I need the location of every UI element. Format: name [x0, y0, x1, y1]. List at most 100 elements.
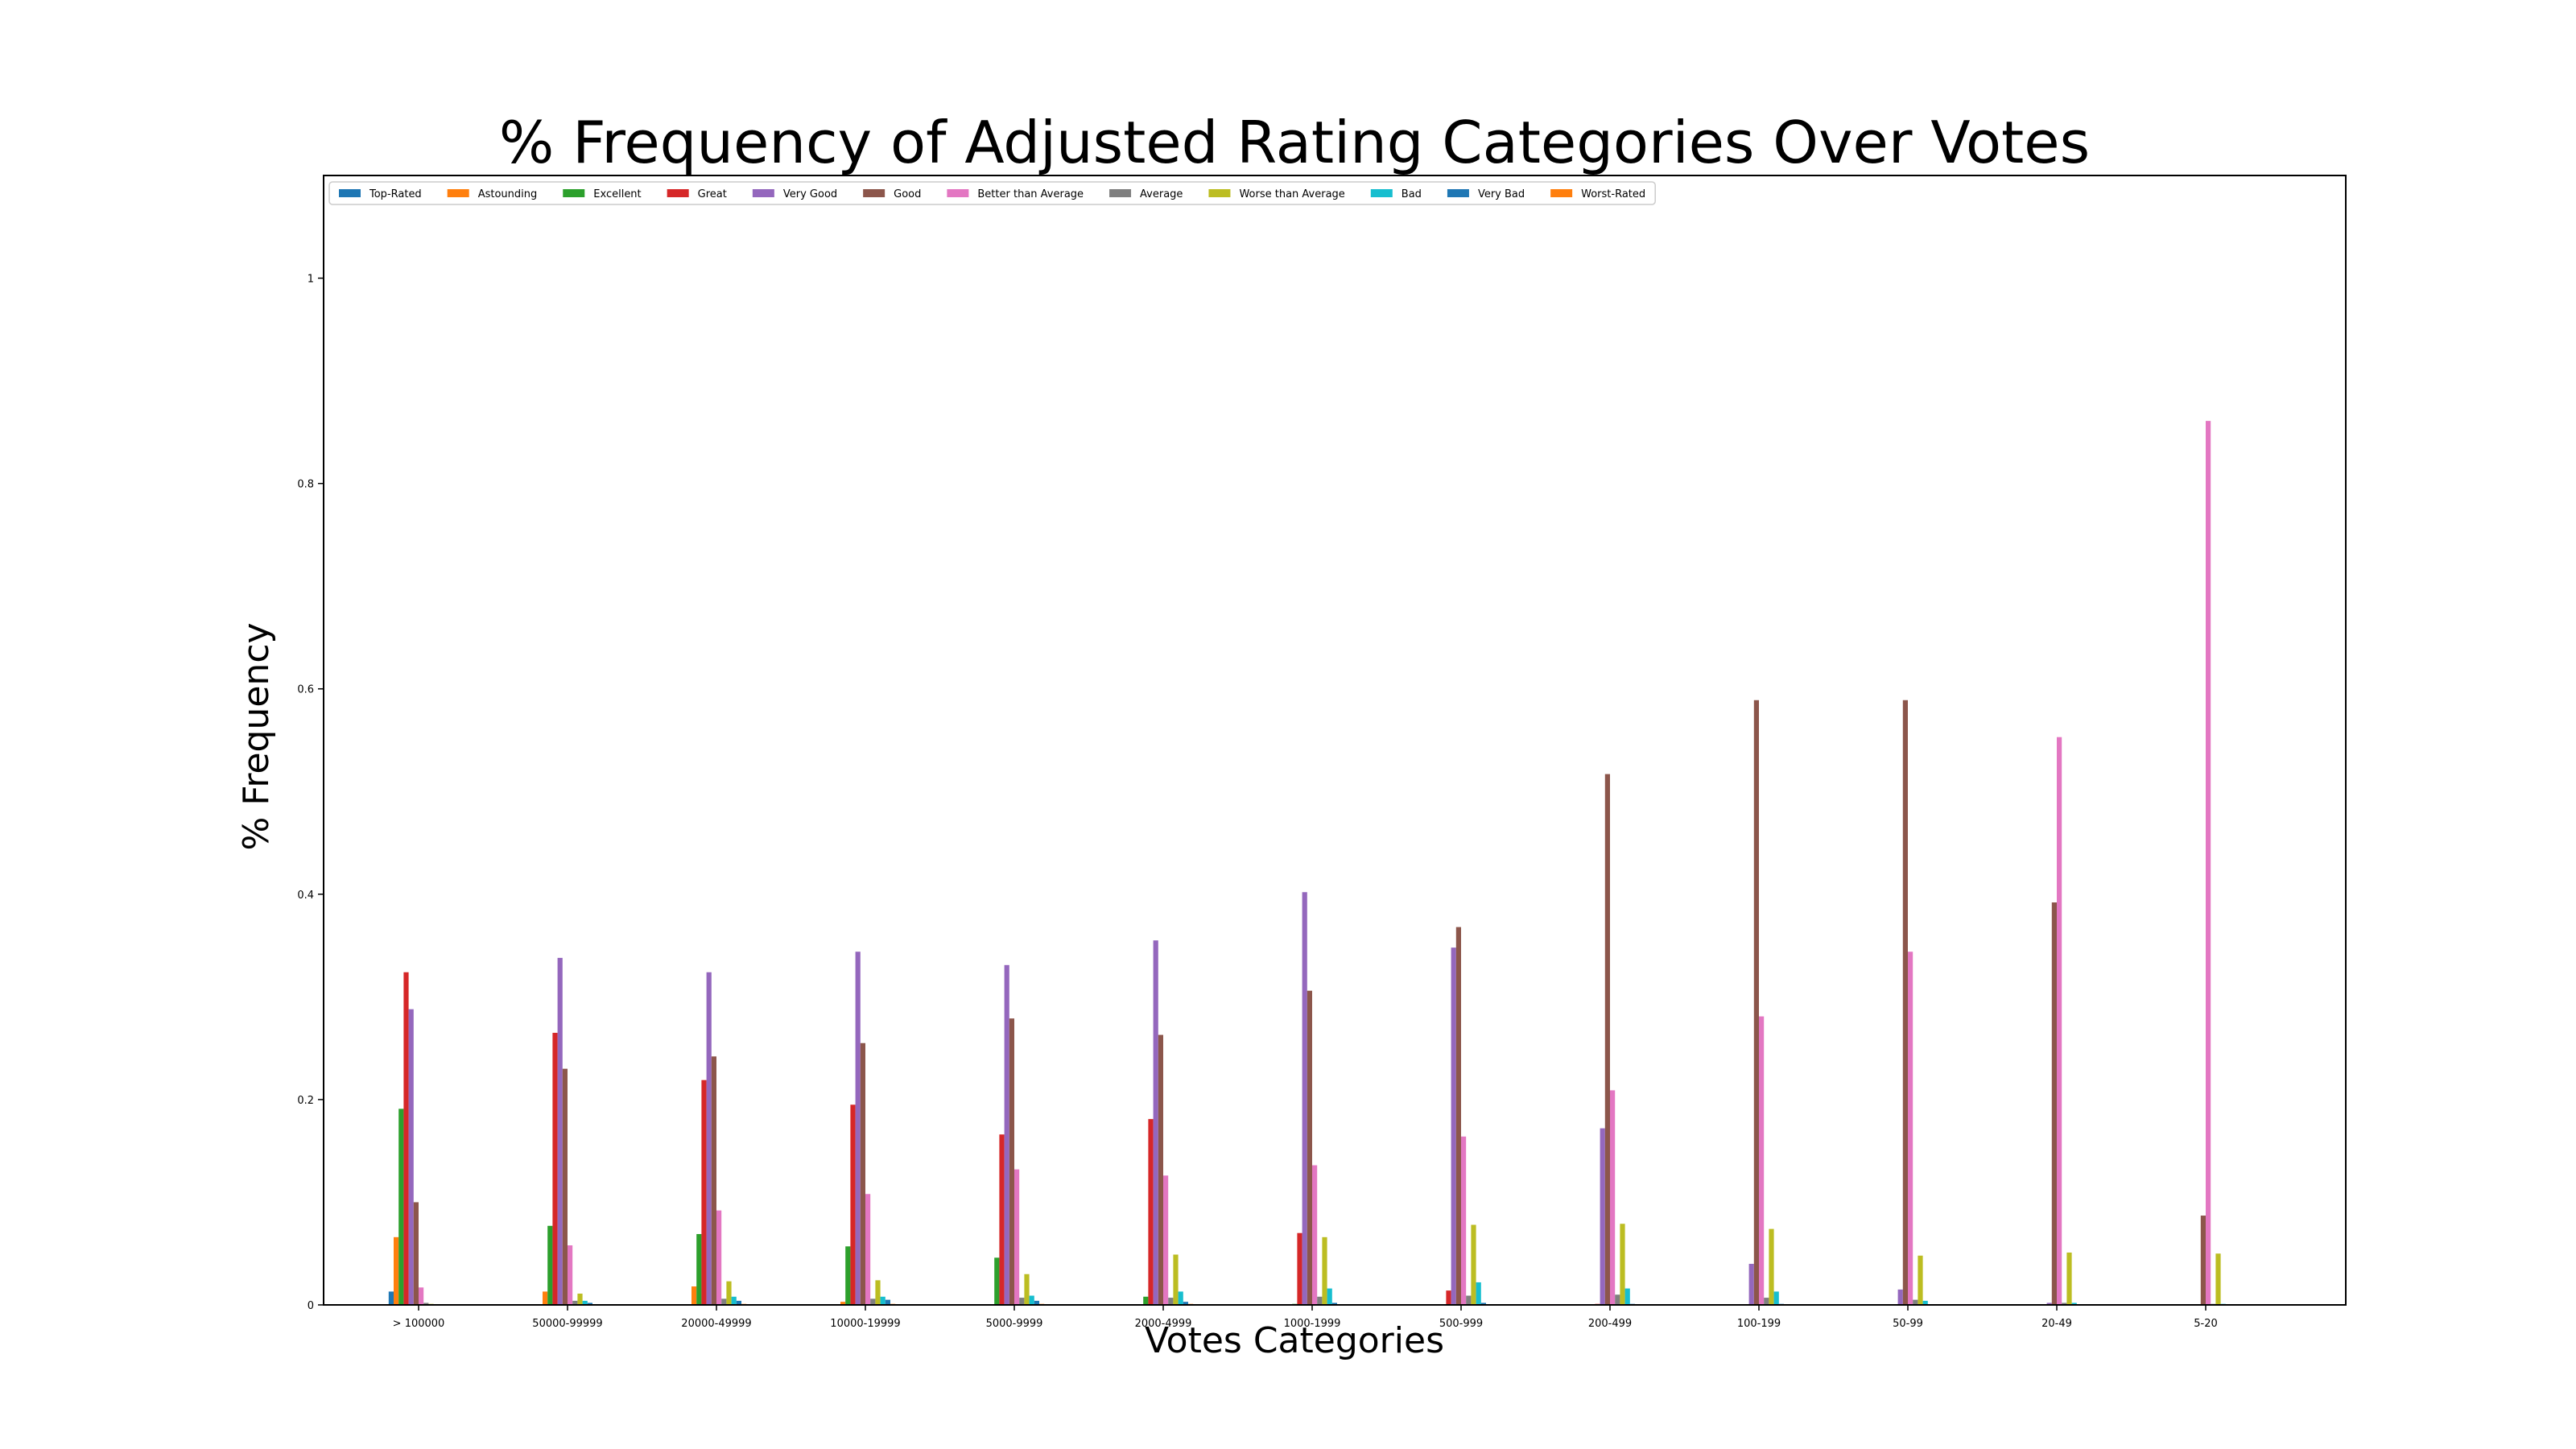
x-tick-label: 100-199: [1737, 1318, 1781, 1330]
bar: [1902, 700, 1908, 1305]
legend-item: Astounding: [447, 188, 537, 200]
bar: [1913, 1299, 1918, 1305]
bar: [1615, 1294, 1620, 1305]
bar: [1153, 940, 1158, 1305]
legend-label: Very Good: [783, 188, 837, 200]
bar: [388, 1291, 394, 1305]
axes-frame: [323, 175, 2347, 1306]
bar: [423, 1302, 429, 1305]
bar: [2051, 902, 2057, 1305]
bar: [1173, 1254, 1179, 1305]
bar: [419, 1287, 424, 1305]
y-axis-label: % Frequency: [236, 622, 277, 850]
bar: [711, 1056, 716, 1305]
bar: [1148, 1119, 1154, 1305]
bar: [403, 972, 409, 1305]
bar: [1604, 774, 1610, 1305]
bar: [1769, 1228, 1774, 1305]
bar: [572, 1300, 578, 1305]
y-tick-label: 0.8: [297, 479, 314, 491]
bar: [1759, 1016, 1765, 1305]
legend-swatch: [752, 189, 774, 197]
legend-item: Worst-Rated: [1550, 188, 1645, 200]
bar: [1446, 1290, 1451, 1305]
bar: [1610, 1090, 1616, 1305]
legend-box: [328, 181, 1656, 205]
bar: [1327, 1288, 1332, 1305]
legend-label: Worst-Rated: [1581, 188, 1645, 200]
bar: [1322, 1236, 1327, 1305]
bar: [865, 1194, 871, 1305]
bar: [701, 1080, 707, 1305]
bar: [850, 1104, 856, 1305]
bars-layer: [388, 420, 2226, 1305]
bar: [568, 1245, 573, 1305]
legend-swatch: [1550, 189, 1573, 197]
bar: [1312, 1165, 1318, 1305]
bar: [577, 1293, 583, 1305]
x-tick-label: 50000-99999: [532, 1318, 602, 1330]
y-tick-label: 0.4: [297, 890, 314, 902]
y-axis: 0 0.2 0.4 0.6 0.8 1: [297, 274, 324, 1312]
x-tick-label: 500-999: [1439, 1318, 1483, 1330]
bar: [1178, 1291, 1183, 1305]
legend-swatch: [339, 189, 361, 197]
legend-item: Good: [863, 188, 921, 200]
bar: [1451, 947, 1456, 1305]
bar: [582, 1300, 588, 1305]
bar: [1753, 700, 1759, 1305]
bar: [1466, 1295, 1472, 1305]
x-axis: > 100000 50000-99999 20000-49999 10000-1999…: [393, 1305, 2218, 1330]
bar: [552, 1033, 558, 1305]
bar: [1897, 1289, 1903, 1305]
bar: [1908, 952, 1913, 1305]
bar: [840, 1302, 846, 1305]
bar: [1455, 927, 1461, 1305]
bar: [1600, 1128, 1605, 1305]
x-tick-label: 5000-9999: [986, 1318, 1043, 1330]
bar: [2057, 737, 2062, 1305]
bar: [1620, 1224, 1625, 1305]
legend-swatch: [1370, 189, 1393, 197]
legend-item: Top-Rated: [339, 188, 422, 200]
legend-label: Worse than Average: [1239, 188, 1344, 200]
bar: [855, 952, 861, 1305]
bar: [1143, 1296, 1149, 1305]
bar: [1158, 1034, 1163, 1305]
bar: [716, 1210, 722, 1305]
bar: [408, 1009, 414, 1305]
bar: [721, 1298, 727, 1305]
legend-label: Excellent: [593, 188, 641, 200]
bar: [870, 1298, 876, 1305]
x-tick-label: 200-499: [1588, 1318, 1632, 1330]
x-tick-label: 10000-19999: [830, 1318, 900, 1330]
bar: [398, 1108, 404, 1305]
bar: [1034, 1300, 1039, 1305]
series-worse-than-average: [428, 1224, 2221, 1305]
bar: [1471, 1224, 1476, 1305]
legend-item: Excellent: [563, 188, 642, 200]
bar: [543, 1291, 548, 1305]
bar: [413, 1202, 419, 1305]
bar: [1773, 1291, 1779, 1305]
legend-label: Good: [894, 188, 921, 200]
bar: [1004, 964, 1009, 1305]
x-axis-label: Votes Categories: [1145, 1320, 1444, 1361]
bar: [2071, 1302, 2077, 1305]
bar: [994, 1257, 1000, 1305]
legend: Top-Rated Astounding Excellent Great Very Go…: [328, 181, 1656, 205]
bar: [562, 1068, 568, 1305]
legend-item: Bad: [1370, 188, 1422, 200]
bar: [2046, 1302, 2052, 1305]
bar: [691, 1286, 697, 1305]
bar: [885, 1299, 890, 1305]
bar: [1024, 1274, 1030, 1305]
bar: [845, 1246, 851, 1305]
legend-item: Very Good: [752, 188, 837, 200]
bar: [1302, 892, 1307, 1305]
bar: [1168, 1298, 1174, 1305]
legend-swatch: [1208, 189, 1231, 197]
legend-item: Worse than Average: [1208, 188, 1345, 200]
